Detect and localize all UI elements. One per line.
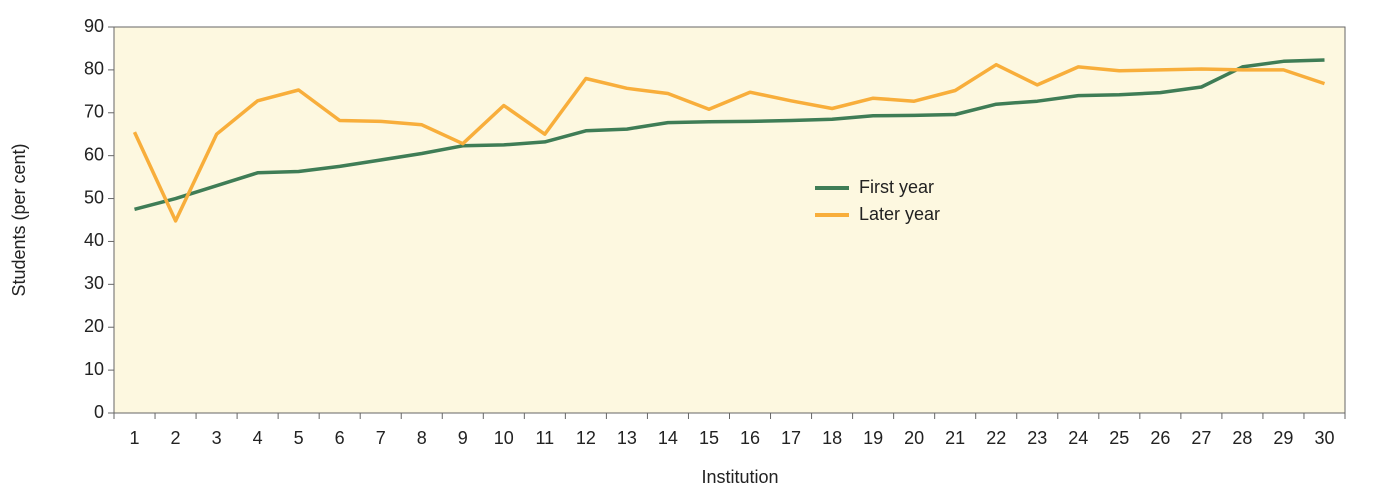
x-tick-label: 13 xyxy=(617,428,637,448)
x-tick-label: 22 xyxy=(986,428,1006,448)
y-tick-label: 0 xyxy=(94,402,104,422)
y-tick-label: 70 xyxy=(84,102,104,122)
legend-label: First year xyxy=(859,177,934,197)
x-tick-label: 30 xyxy=(1314,428,1334,448)
x-tick-label: 16 xyxy=(740,428,760,448)
y-tick-label: 60 xyxy=(84,144,104,164)
x-axis-label: Institution xyxy=(701,467,778,487)
x-tick-label: 27 xyxy=(1191,428,1211,448)
x-tick-label: 12 xyxy=(576,428,596,448)
y-tick-label: 50 xyxy=(84,187,104,207)
y-tick-label: 40 xyxy=(84,230,104,250)
x-tick-label: 6 xyxy=(335,428,345,448)
x-tick-label: 8 xyxy=(417,428,427,448)
y-tick-label: 90 xyxy=(84,16,104,36)
x-tick-label: 14 xyxy=(658,428,678,448)
x-tick-label: 10 xyxy=(494,428,514,448)
x-tick-label: 3 xyxy=(212,428,222,448)
x-tick-label: 20 xyxy=(904,428,924,448)
x-tick-label: 4 xyxy=(253,428,263,448)
x-tick-label: 19 xyxy=(863,428,883,448)
y-tick-label: 10 xyxy=(84,359,104,379)
x-tick-label: 11 xyxy=(536,428,555,448)
x-tick-label: 9 xyxy=(458,428,468,448)
legend-label: Later year xyxy=(859,204,940,224)
x-tick-label: 5 xyxy=(294,428,304,448)
x-tick-label: 28 xyxy=(1232,428,1252,448)
y-tick-label: 20 xyxy=(84,316,104,336)
y-tick-label: 80 xyxy=(84,59,104,79)
y-tick-label: 30 xyxy=(84,273,104,293)
x-tick-label: 26 xyxy=(1150,428,1170,448)
x-tick-label: 7 xyxy=(376,428,386,448)
x-tick-label: 21 xyxy=(945,428,965,448)
series-line xyxy=(134,58,1325,211)
x-tick-label: 29 xyxy=(1273,428,1293,448)
y-axis-label: Students (per cent) xyxy=(9,143,29,296)
series-line xyxy=(132,62,1326,223)
x-tick-label: 17 xyxy=(781,428,801,448)
x-tick-label: 23 xyxy=(1027,428,1047,448)
x-tick-label: 18 xyxy=(822,428,842,448)
x-tick-label: 2 xyxy=(171,428,181,448)
x-tick-label: 24 xyxy=(1068,428,1088,448)
x-tick-label: 15 xyxy=(699,428,719,448)
x-tick-label: 1 xyxy=(130,428,140,448)
x-tick-label: 25 xyxy=(1109,428,1129,448)
plot-area xyxy=(113,26,1346,414)
